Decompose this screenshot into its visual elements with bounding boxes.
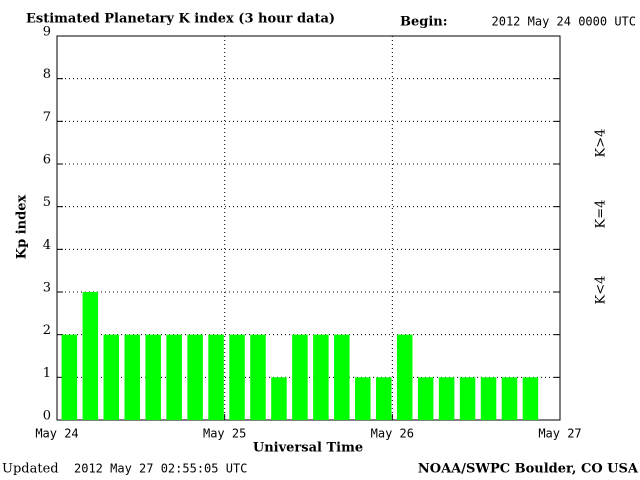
- y-tick-label: 4: [43, 238, 51, 253]
- plot-frame: [56, 35, 561, 421]
- y-tick-label: 6: [43, 153, 51, 168]
- x-tick-label: May 25: [203, 427, 246, 441]
- bar: [229, 334, 245, 420]
- bar: [522, 377, 539, 420]
- chart-title: Estimated Planetary K index (3 hour data…: [26, 12, 335, 27]
- bar: [334, 334, 350, 420]
- legend-label: K>4: [594, 129, 609, 158]
- x-tick-label: May 27: [538, 427, 581, 441]
- y-tick-label: 2: [43, 323, 51, 338]
- y-tick-label: 0: [43, 409, 51, 424]
- bar: [459, 377, 476, 420]
- y-tick-label: 5: [43, 195, 51, 210]
- begin-label: Begin:: [400, 15, 448, 30]
- legend-label: K<4: [594, 276, 609, 305]
- y-tick-label: 7: [43, 110, 51, 125]
- updated-date: 2012 May 27 02:55:05 UTC: [74, 462, 247, 476]
- y-axis-label: Kp index: [15, 195, 30, 260]
- bar: [103, 334, 120, 420]
- bar: [501, 377, 518, 420]
- bar: [208, 334, 224, 420]
- updated-label: Updated: [2, 462, 59, 477]
- bar: [417, 377, 434, 420]
- y-tick-label: 8: [43, 67, 51, 82]
- bar: [124, 334, 140, 420]
- bar: [166, 334, 182, 420]
- bar: [82, 292, 99, 420]
- legend-label: K=4: [594, 200, 609, 229]
- bar: [355, 377, 371, 420]
- bar: [375, 377, 392, 420]
- bar: [480, 377, 497, 420]
- y-tick-label: 9: [43, 25, 51, 40]
- x-tick-label: May 24: [35, 427, 78, 441]
- y-tick-label: 3: [43, 281, 51, 296]
- bar: [250, 334, 266, 420]
- x-axis-label: Universal Time: [253, 441, 363, 456]
- bar: [271, 377, 287, 420]
- bar: [145, 334, 161, 420]
- begin-date: 2012 May 24 0000 UTC: [492, 15, 637, 29]
- x-tick-label: May 26: [371, 427, 414, 441]
- y-tick-label: 1: [43, 366, 51, 381]
- source: NOAA/SWPC Boulder, CO USA: [418, 462, 639, 477]
- bar: [396, 334, 413, 420]
- bar: [438, 377, 455, 420]
- bar: [292, 334, 308, 420]
- bar: [187, 334, 203, 420]
- bar: [61, 334, 78, 420]
- bar: [313, 334, 329, 420]
